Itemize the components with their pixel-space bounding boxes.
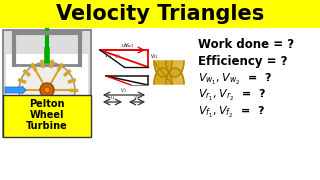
Text: Efficiency = ?: Efficiency = ?: [198, 55, 287, 69]
Text: $V_{w1}$: $V_{w1}$: [124, 41, 134, 50]
Text: Turbine: Turbine: [26, 121, 68, 131]
Bar: [3, 30, 91, 137]
Polygon shape: [154, 61, 172, 77]
Text: $u_1$: $u_1$: [121, 42, 127, 50]
Circle shape: [40, 83, 54, 97]
Text: Pelton: Pelton: [29, 99, 65, 109]
Text: $V_{f_1}, V_{f_2}$  =  ?: $V_{f_1}, V_{f_2}$ = ?: [198, 104, 265, 120]
Text: $V_1$: $V_1$: [115, 53, 122, 61]
Polygon shape: [166, 61, 184, 77]
Text: $V_1$: $V_1$: [120, 86, 128, 95]
Circle shape: [44, 87, 50, 93]
Bar: [6, 54, 88, 134]
Circle shape: [19, 62, 75, 118]
Text: $V_{r_1}, V_{r_2}$  =  ?: $V_{r_1}, V_{r_2}$ = ?: [198, 87, 266, 103]
Text: $V_{f1}$: $V_{f1}$: [150, 53, 158, 61]
Text: $V_2$: $V_2$: [133, 93, 140, 102]
Text: $u$: $u$: [109, 94, 115, 101]
Text: $V_{r1}$: $V_{r1}$: [104, 51, 112, 60]
Polygon shape: [154, 68, 172, 84]
Text: Wheel: Wheel: [30, 110, 64, 120]
Text: Velocity Triangles: Velocity Triangles: [56, 4, 264, 24]
Text: $V_{w_1}, V_{w_2}$  =  ?: $V_{w_1}, V_{w_2}$ = ?: [198, 71, 272, 87]
Polygon shape: [166, 68, 184, 84]
FancyArrow shape: [5, 86, 26, 94]
Bar: [3, 95, 91, 137]
Text: Work done = ?: Work done = ?: [198, 39, 294, 51]
Bar: [0, 0, 320, 28]
